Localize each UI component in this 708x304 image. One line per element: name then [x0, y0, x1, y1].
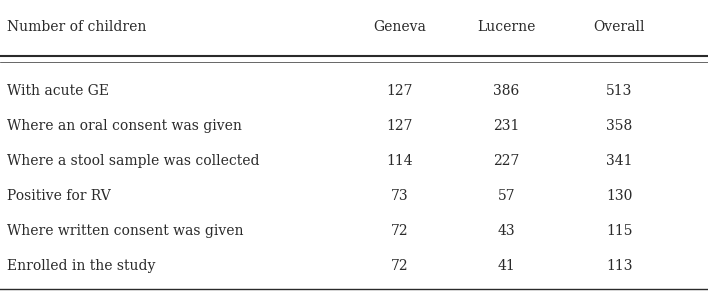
Text: Positive for RV: Positive for RV	[7, 189, 111, 203]
Text: With acute GE: With acute GE	[7, 84, 109, 98]
Text: Overall: Overall	[594, 20, 645, 34]
Text: 72: 72	[392, 224, 409, 238]
Text: Where a stool sample was collected: Where a stool sample was collected	[7, 154, 260, 168]
Text: 130: 130	[606, 189, 633, 203]
Text: 115: 115	[606, 224, 633, 238]
Text: Geneva: Geneva	[374, 20, 426, 34]
Text: Enrolled in the study: Enrolled in the study	[7, 259, 156, 273]
Text: 127: 127	[387, 119, 413, 133]
Text: 358: 358	[606, 119, 633, 133]
Text: Lucerne: Lucerne	[477, 20, 535, 34]
Text: 513: 513	[606, 84, 633, 98]
Text: 113: 113	[606, 259, 633, 273]
Text: 73: 73	[392, 189, 409, 203]
Text: 231: 231	[493, 119, 520, 133]
Text: 43: 43	[498, 224, 515, 238]
Text: 57: 57	[498, 189, 515, 203]
Text: 227: 227	[493, 154, 520, 168]
Text: 114: 114	[387, 154, 413, 168]
Text: 341: 341	[606, 154, 633, 168]
Text: Where written consent was given: Where written consent was given	[7, 224, 244, 238]
Text: 72: 72	[392, 259, 409, 273]
Text: 127: 127	[387, 84, 413, 98]
Text: Number of children: Number of children	[7, 20, 147, 34]
Text: 386: 386	[493, 84, 520, 98]
Text: Where an oral consent was given: Where an oral consent was given	[7, 119, 242, 133]
Text: 41: 41	[497, 259, 515, 273]
